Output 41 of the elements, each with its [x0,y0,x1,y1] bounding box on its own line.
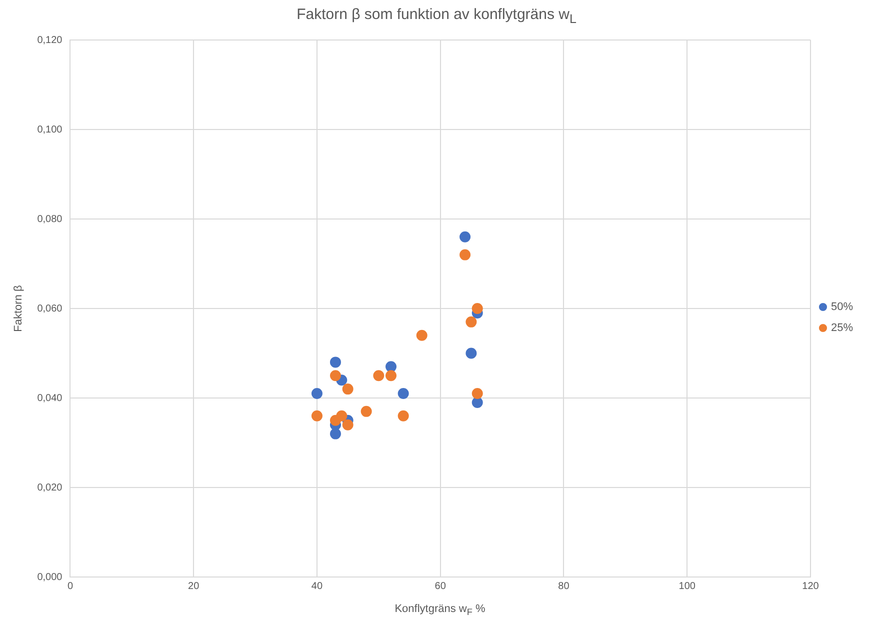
point [330,370,341,382]
y-tick-label: 0,060 [37,303,63,314]
x-tick-label: 40 [311,580,323,592]
point [342,384,354,395]
legend-label: 50% [830,301,854,314]
point [398,388,409,400]
point [398,410,409,422]
x-axis-title: Konflytgräns w$_{F}$ % [394,603,486,618]
x-tick-label: 100 [678,580,696,592]
x-tick-label: 80 [558,580,570,592]
point [472,388,483,400]
y-tick-label: 0,020 [37,482,63,494]
point [330,356,341,368]
point [342,419,354,430]
x-tick-label: 0 [67,580,74,592]
y-tick-label: 0,000 [37,572,63,583]
y-axis-title: Faktorn β [12,285,25,332]
x-tick-label: 120 [802,580,820,592]
point [386,361,397,372]
chart-title: Faktorn β som funktion av konflytgräns w$_{L}$ [296,6,578,26]
point [466,316,477,328]
point [360,406,372,417]
point [311,388,322,400]
point [460,231,471,242]
y-tick-label: 0,100 [37,124,63,136]
point [472,303,483,314]
point [330,428,341,440]
point [336,410,348,422]
point [416,330,428,341]
legend-label: 25% [830,322,854,334]
y-tick-label: 0,120 [37,34,63,46]
y-tick-label: 0,040 [37,392,63,404]
point [311,410,322,422]
point [373,370,384,382]
point [466,348,477,359]
point [472,396,483,408]
y-tick-label: 0,080 [37,214,63,225]
x-tick-label: 20 [188,580,200,592]
point [460,249,471,260]
point [386,370,397,382]
x-tick-label: 60 [434,580,446,592]
